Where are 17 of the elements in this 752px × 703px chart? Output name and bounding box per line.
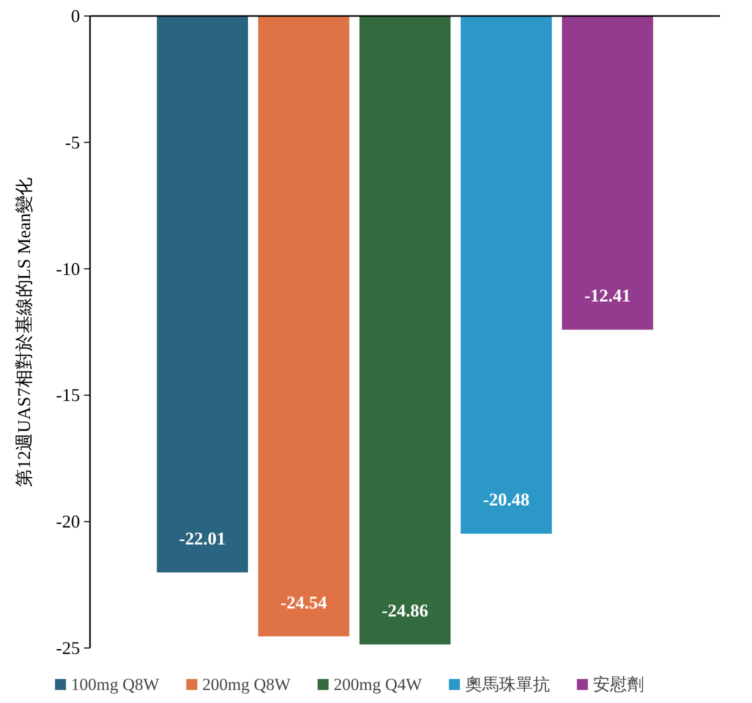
legend-label: 200mg Q4W bbox=[334, 675, 423, 694]
legend-label: 200mg Q8W bbox=[202, 675, 292, 694]
data-label: -20.48 bbox=[483, 490, 530, 510]
legend-label: 100mg Q8W bbox=[71, 675, 160, 694]
y-tick-label: -25 bbox=[56, 638, 80, 658]
y-tick-label: -20 bbox=[56, 512, 80, 532]
data-label: -24.54 bbox=[280, 592, 327, 612]
y-tick-label: -10 bbox=[56, 258, 80, 279]
data-label: -22.01 bbox=[179, 528, 226, 548]
legend-label: 奧馬珠單抗 bbox=[464, 675, 550, 694]
y-axis-title: 第12週UAS7相對於基線的LS Mean變化 bbox=[14, 177, 34, 487]
data-label: -12.41 bbox=[584, 286, 631, 306]
data-label: -24.86 bbox=[382, 600, 428, 620]
y-tick-label: -5 bbox=[65, 132, 80, 152]
y-tick-label: -15 bbox=[56, 385, 80, 406]
legend-label: 安慰劑 bbox=[592, 675, 644, 694]
y-tick-label: 0 bbox=[71, 6, 80, 26]
